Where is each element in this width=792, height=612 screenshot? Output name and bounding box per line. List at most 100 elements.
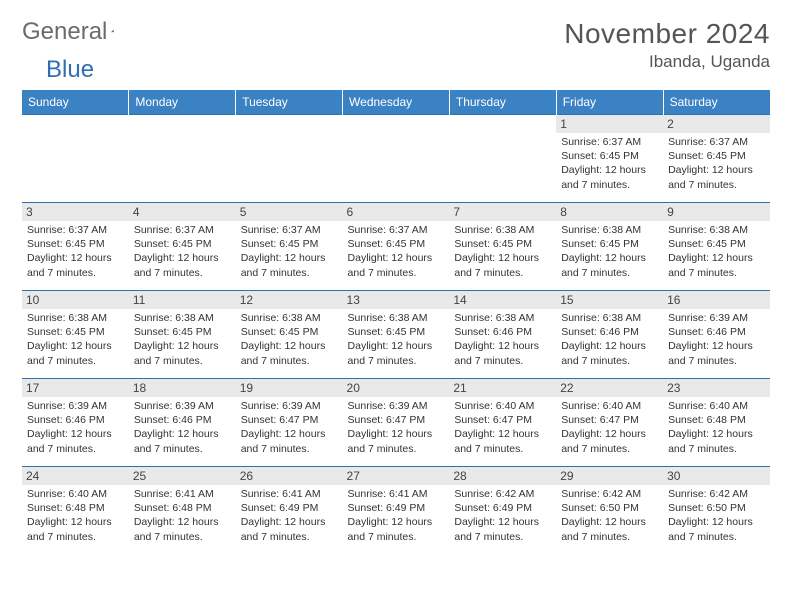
calendar-day-cell: 5Sunrise: 6:37 AMSunset: 6:45 PMDaylight…: [236, 203, 343, 291]
sunset-line: Sunset: 6:46 PM: [27, 413, 124, 427]
day-number: 18: [129, 379, 236, 397]
day-details: Sunrise: 6:38 AMSunset: 6:45 PMDaylight:…: [134, 311, 231, 368]
title-block: November 2024 Ibanda, Uganda: [564, 18, 770, 72]
day-number: 28: [449, 467, 556, 485]
sunset-line: Sunset: 6:45 PM: [454, 237, 551, 251]
day-number: 2: [663, 115, 770, 133]
day-details: Sunrise: 6:37 AMSunset: 6:45 PMDaylight:…: [561, 135, 658, 192]
daylight-line: Daylight: 12 hours and 7 minutes.: [668, 515, 765, 543]
day-details: Sunrise: 6:38 AMSunset: 6:45 PMDaylight:…: [241, 311, 338, 368]
location: Ibanda, Uganda: [564, 52, 770, 72]
calendar-day-cell: 16Sunrise: 6:39 AMSunset: 6:46 PMDayligh…: [663, 291, 770, 379]
day-details: Sunrise: 6:39 AMSunset: 6:47 PMDaylight:…: [241, 399, 338, 456]
sunset-line: Sunset: 6:45 PM: [561, 237, 658, 251]
sunrise-line: Sunrise: 6:38 AM: [454, 223, 551, 237]
day-details: Sunrise: 6:38 AMSunset: 6:45 PMDaylight:…: [454, 223, 551, 280]
daylight-line: Daylight: 12 hours and 7 minutes.: [668, 427, 765, 455]
day-details: Sunrise: 6:37 AMSunset: 6:45 PMDaylight:…: [668, 135, 765, 192]
daylight-line: Daylight: 12 hours and 7 minutes.: [454, 515, 551, 543]
day-details: Sunrise: 6:41 AMSunset: 6:49 PMDaylight:…: [348, 487, 445, 544]
sunset-line: Sunset: 6:45 PM: [668, 149, 765, 163]
day-details: Sunrise: 6:42 AMSunset: 6:50 PMDaylight:…: [668, 487, 765, 544]
sunrise-line: Sunrise: 6:42 AM: [561, 487, 658, 501]
sunset-line: Sunset: 6:47 PM: [348, 413, 445, 427]
sunset-line: Sunset: 6:45 PM: [561, 149, 658, 163]
sunrise-line: Sunrise: 6:38 AM: [348, 311, 445, 325]
daylight-line: Daylight: 12 hours and 7 minutes.: [668, 251, 765, 279]
sunrise-line: Sunrise: 6:39 AM: [241, 399, 338, 413]
sunrise-line: Sunrise: 6:39 AM: [348, 399, 445, 413]
daylight-line: Daylight: 12 hours and 7 minutes.: [134, 251, 231, 279]
daylight-line: Daylight: 12 hours and 7 minutes.: [348, 515, 445, 543]
calendar-day-cell: 3Sunrise: 6:37 AMSunset: 6:45 PMDaylight…: [22, 203, 129, 291]
day-number: 14: [449, 291, 556, 309]
day-details: Sunrise: 6:38 AMSunset: 6:45 PMDaylight:…: [27, 311, 124, 368]
sunrise-line: Sunrise: 6:40 AM: [668, 399, 765, 413]
calendar-day-cell: 13Sunrise: 6:38 AMSunset: 6:45 PMDayligh…: [343, 291, 450, 379]
day-number: 17: [22, 379, 129, 397]
daylight-line: Daylight: 12 hours and 7 minutes.: [348, 339, 445, 367]
sunrise-line: Sunrise: 6:38 AM: [134, 311, 231, 325]
day-number: 6: [343, 203, 450, 221]
calendar-empty-cell: 0: [22, 115, 129, 203]
calendar-day-cell: 8 Sunrise: 6:38 AMSunset: 6:45 PMDaylight…: [556, 203, 663, 291]
weekday-header-row: SundayMondayTuesdayWednesdayThursdayFrid…: [22, 90, 770, 115]
logo: General: [22, 18, 133, 46]
sunset-line: Sunset: 6:45 PM: [27, 325, 124, 339]
calendar-empty-cell: 0: [129, 115, 236, 203]
sunrise-line: Sunrise: 6:37 AM: [134, 223, 231, 237]
sunset-line: Sunset: 6:49 PM: [241, 501, 338, 515]
sunrise-line: Sunrise: 6:37 AM: [241, 223, 338, 237]
day-details: Sunrise: 6:38 AMSunset: 6:46 PMDaylight:…: [454, 311, 551, 368]
calendar-day-cell: 25Sunrise: 6:41 AMSunset: 6:48 PMDayligh…: [129, 467, 236, 555]
sunrise-line: Sunrise: 6:39 AM: [27, 399, 124, 413]
sunset-line: Sunset: 6:48 PM: [668, 413, 765, 427]
sunrise-line: Sunrise: 6:40 AM: [561, 399, 658, 413]
calendar-day-cell: 14 Sunrise: 6:38 AMSunset: 6:46 PMDayligh…: [449, 291, 556, 379]
sunset-line: Sunset: 6:45 PM: [241, 237, 338, 251]
day-number: 3: [22, 203, 129, 221]
weekday-header: Saturday: [663, 90, 770, 115]
logo-text-1: General: [22, 18, 107, 46]
calendar-day-cell: 12Sunrise: 6:38 AMSunset: 6:45 PMDayligh…: [236, 291, 343, 379]
sunrise-line: Sunrise: 6:38 AM: [668, 223, 765, 237]
day-number: 8: [556, 203, 663, 221]
daylight-line: Daylight: 12 hours and 7 minutes.: [561, 251, 658, 279]
day-details: Sunrise: 6:41 AMSunset: 6:48 PMDaylight:…: [134, 487, 231, 544]
calendar-day-cell: 10Sunrise: 6:38 AMSunset: 6:45 PMDayligh…: [22, 291, 129, 379]
calendar-day-cell: 26Sunrise: 6:41 AMSunset: 6:49 PMDayligh…: [236, 467, 343, 555]
sunrise-line: Sunrise: 6:38 AM: [561, 311, 658, 325]
calendar-day-cell: 9Sunrise: 6:38 AMSunset: 6:45 PMDaylight…: [663, 203, 770, 291]
day-number: 19: [236, 379, 343, 397]
calendar-empty-cell: 0: [343, 115, 450, 203]
sunset-line: Sunset: 6:46 PM: [134, 413, 231, 427]
daylight-line: Daylight: 12 hours and 7 minutes.: [241, 251, 338, 279]
daylight-line: Daylight: 12 hours and 7 minutes.: [561, 427, 658, 455]
month-title: November 2024: [564, 18, 770, 50]
daylight-line: Daylight: 12 hours and 7 minutes.: [134, 427, 231, 455]
day-details: Sunrise: 6:39 AMSunset: 6:47 PMDaylight:…: [348, 399, 445, 456]
calendar-day-cell: 6Sunrise: 6:37 AMSunset: 6:45 PMDaylight…: [343, 203, 450, 291]
calendar-day-cell: 28 Sunrise: 6:42 AMSunset: 6:49 PMDayligh…: [449, 467, 556, 555]
sunset-line: Sunset: 6:48 PM: [134, 501, 231, 515]
calendar-day-cell: 15Sunrise: 6:38 AMSunset: 6:46 PMDayligh…: [556, 291, 663, 379]
weekday-header: Thursday: [449, 90, 556, 115]
calendar-day-cell: 23Sunrise: 6:40 AMSunset: 6:48 PMDayligh…: [663, 379, 770, 467]
sunset-line: Sunset: 6:45 PM: [668, 237, 765, 251]
daylight-line: Daylight: 12 hours and 7 minutes.: [27, 339, 124, 367]
day-details: Sunrise: 6:42 AMSunset: 6:49 PMDaylight:…: [454, 487, 551, 544]
sunset-line: Sunset: 6:45 PM: [27, 237, 124, 251]
daylight-line: Daylight: 12 hours and 7 minutes.: [348, 427, 445, 455]
sunset-line: Sunset: 6:45 PM: [348, 325, 445, 339]
daylight-line: Daylight: 12 hours and 7 minutes.: [27, 251, 124, 279]
day-details: Sunrise: 6:40 AMSunset: 6:47 PMDaylight:…: [561, 399, 658, 456]
calendar-table: SundayMondayTuesdayWednesdayThursdayFrid…: [22, 90, 770, 555]
day-number: 29: [556, 467, 663, 485]
sunset-line: Sunset: 6:50 PM: [668, 501, 765, 515]
sunrise-line: Sunrise: 6:38 AM: [561, 223, 658, 237]
daylight-line: Daylight: 12 hours and 7 minutes.: [561, 515, 658, 543]
sunrise-line: Sunrise: 6:38 AM: [27, 311, 124, 325]
calendar-day-cell: 11Sunrise: 6:38 AMSunset: 6:45 PMDayligh…: [129, 291, 236, 379]
sunrise-line: Sunrise: 6:42 AM: [668, 487, 765, 501]
calendar-day-cell: 4Sunrise: 6:37 AMSunset: 6:45 PMDaylight…: [129, 203, 236, 291]
